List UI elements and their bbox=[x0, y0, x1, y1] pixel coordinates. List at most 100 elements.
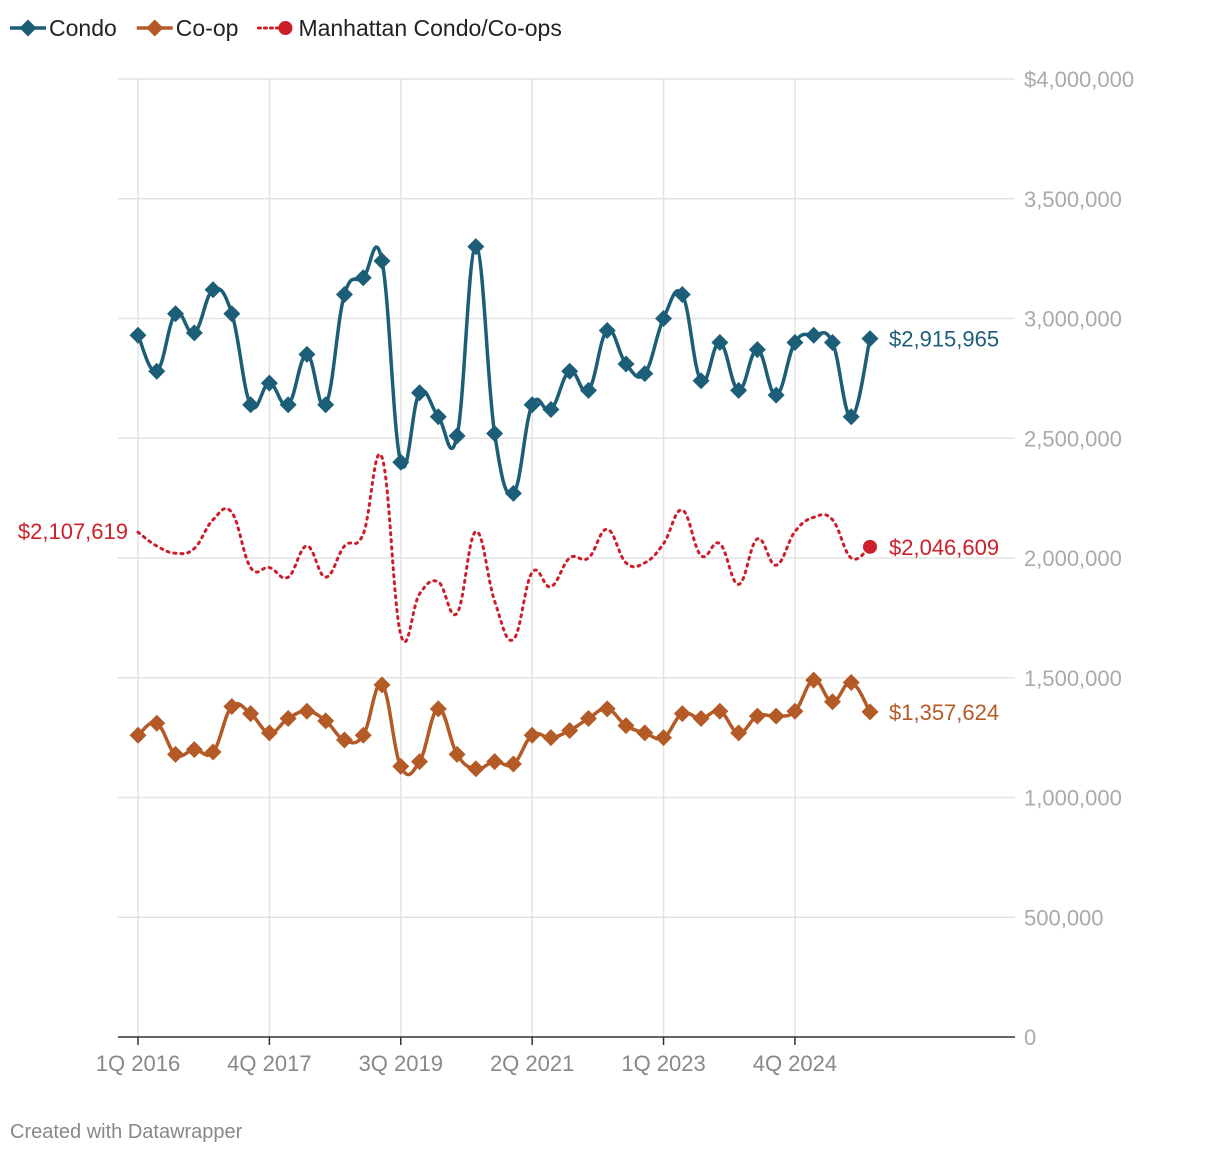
legend: Condo Co-op Manhattan Condo/Co-ops bbox=[10, 15, 562, 41]
grid-lines bbox=[118, 78, 1015, 1037]
data-point-co-op bbox=[561, 721, 579, 739]
data-point-co-op bbox=[411, 753, 429, 771]
data-point-co-op bbox=[692, 709, 710, 727]
data-point-condo bbox=[579, 381, 597, 399]
data-point-co-op bbox=[504, 755, 522, 773]
data-point-co-op bbox=[673, 705, 691, 723]
data-point-condo bbox=[504, 484, 522, 502]
data-point-condo bbox=[673, 286, 691, 304]
legend-marker-co-op bbox=[146, 19, 164, 37]
data-point-co-op bbox=[748, 707, 766, 725]
data-point-co-op bbox=[636, 724, 654, 742]
y-tick-label: 1,500,000 bbox=[1024, 666, 1122, 691]
series-line-condo bbox=[136, 244, 872, 497]
data-point-condo bbox=[242, 396, 260, 414]
data-point-co-op bbox=[242, 705, 260, 723]
data-point-co-op bbox=[167, 745, 185, 763]
data-point-condo bbox=[354, 269, 372, 287]
y-tick-label: 3,500,000 bbox=[1024, 187, 1122, 212]
y-tick-label: 1,000,000 bbox=[1024, 786, 1122, 811]
data-point-condo bbox=[411, 384, 429, 402]
legend-item-condo: Condo bbox=[10, 15, 117, 41]
data-point-condo bbox=[279, 396, 297, 414]
legend-marker-manhattan-condo-co-ops bbox=[278, 21, 293, 35]
data-point-co-op bbox=[260, 724, 278, 742]
y-tick-label: 2,000,000 bbox=[1024, 546, 1122, 571]
data-point-co-op bbox=[448, 745, 466, 763]
data-point-co-op bbox=[598, 700, 616, 718]
data-point-condo bbox=[786, 333, 804, 351]
end-label-co-op: $1,357,624 bbox=[889, 700, 999, 725]
data-point-co-op bbox=[823, 693, 841, 711]
x-tick-label: 2Q 2021 bbox=[490, 1051, 574, 1076]
data-point-condo bbox=[260, 374, 278, 392]
series-labels: $2,046,609 $2,107,619 $1,357,624 $2,915,965 bbox=[18, 327, 999, 725]
data-point-co-op bbox=[467, 760, 485, 778]
data-point-co-op bbox=[185, 741, 203, 759]
data-point-condo bbox=[748, 341, 766, 359]
series-manhattan-condo-co-ops bbox=[136, 452, 877, 644]
data-point-condo bbox=[223, 305, 241, 323]
x-axis: 1Q 2016 4Q 2017 3Q 2019 2Q 2021 1Q 2023 4Q 20… bbox=[96, 1037, 837, 1076]
data-point-co-op bbox=[298, 702, 316, 720]
legend-label-manhattan-condo-co-ops: Manhattan Condo/Co-ops bbox=[298, 15, 561, 41]
data-point-co-op bbox=[392, 757, 410, 775]
data-point-condo bbox=[486, 424, 504, 442]
end-label-manhattan-condo-co-ops: $2,046,609 bbox=[889, 535, 999, 560]
data-point-condo bbox=[373, 252, 391, 270]
data-point-co-op bbox=[129, 726, 147, 744]
data-point-condo bbox=[167, 305, 185, 323]
data-point-co-op bbox=[542, 729, 560, 747]
data-point-condo bbox=[467, 238, 485, 256]
data-point-co-op bbox=[617, 717, 635, 735]
data-point-condo bbox=[392, 453, 410, 471]
data-point-condo bbox=[335, 286, 353, 304]
y-tick-label: 500,000 bbox=[1024, 905, 1104, 930]
data-point-co-op bbox=[786, 702, 804, 720]
data-point-co-op bbox=[805, 671, 823, 689]
data-point-condo bbox=[561, 362, 579, 380]
data-point-condo bbox=[523, 396, 541, 414]
data-point-condo bbox=[317, 396, 335, 414]
data-point-condo bbox=[542, 401, 560, 419]
y-tick-label: 3,000,000 bbox=[1024, 307, 1122, 332]
y-tick-label: 0 bbox=[1024, 1025, 1036, 1050]
data-point-condo bbox=[861, 330, 879, 348]
data-point-co-op bbox=[373, 676, 391, 694]
data-point-condo bbox=[448, 427, 466, 445]
data-point-co-op bbox=[486, 753, 504, 771]
series-line-co-op bbox=[136, 678, 872, 777]
data-point-co-op bbox=[354, 726, 372, 744]
data-point-condo bbox=[204, 281, 222, 299]
data-point-condo bbox=[767, 386, 785, 404]
data-point-condo bbox=[129, 326, 147, 344]
end-point-manhattan-condo-co-ops bbox=[863, 539, 877, 554]
data-point-co-op bbox=[579, 709, 597, 727]
data-point-co-op bbox=[711, 702, 729, 720]
series-condo bbox=[129, 238, 879, 502]
data-point-condo bbox=[842, 408, 860, 426]
legend-marker-condo bbox=[19, 19, 37, 37]
data-point-co-op bbox=[767, 707, 785, 725]
data-point-co-op bbox=[335, 731, 353, 749]
data-point-co-op bbox=[223, 697, 241, 715]
data-point-condo bbox=[730, 381, 748, 399]
data-point-co-op bbox=[523, 726, 541, 744]
data-point-condo bbox=[429, 408, 447, 426]
data-point-condo bbox=[298, 345, 316, 363]
data-point-co-op bbox=[317, 712, 335, 730]
series-co-op bbox=[129, 671, 879, 778]
data-point-condo bbox=[805, 326, 823, 344]
legend-item-co-op: Co-op bbox=[136, 15, 238, 41]
data-point-co-op bbox=[861, 703, 879, 721]
data-point-condo bbox=[692, 372, 710, 390]
data-point-condo bbox=[185, 324, 203, 342]
data-point-condo bbox=[148, 362, 166, 380]
x-tick-label: 4Q 2017 bbox=[227, 1051, 311, 1076]
end-label-condo: $2,915,965 bbox=[889, 327, 999, 352]
data-point-co-op bbox=[279, 709, 297, 727]
data-point-co-op bbox=[655, 729, 673, 747]
data-point-condo bbox=[598, 321, 616, 339]
